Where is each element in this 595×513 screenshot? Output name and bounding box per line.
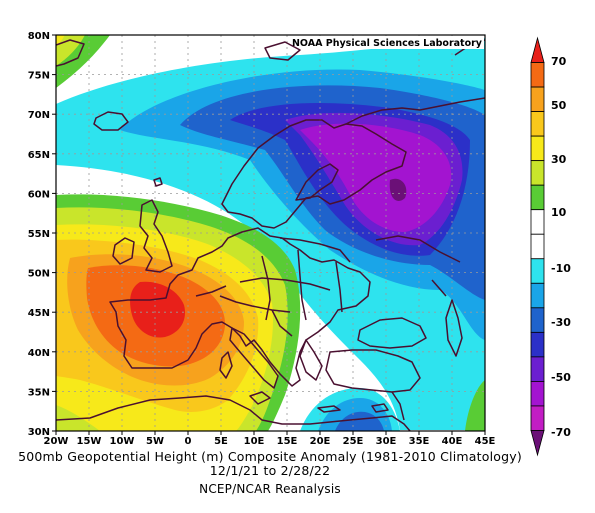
colorbar-swatch bbox=[530, 430, 545, 457]
colorbar-label: 50 bbox=[551, 99, 567, 112]
lon-label: 5W bbox=[146, 436, 164, 447]
lat-label: 30N bbox=[28, 427, 50, 438]
colorbar-swatch bbox=[530, 282, 545, 309]
credit-box bbox=[300, 36, 484, 49]
lon-label: 0 bbox=[185, 436, 192, 447]
lon-label: 35E bbox=[409, 436, 430, 447]
colorbar-label: 70 bbox=[551, 55, 567, 68]
colorbar-swatch bbox=[530, 405, 545, 431]
colorbar-swatch bbox=[530, 86, 545, 112]
colorbar-swatch bbox=[530, 233, 545, 260]
lat-label: 60N bbox=[28, 189, 50, 200]
lon-label: 20W bbox=[44, 436, 69, 447]
credit-label: NOAA Physical Sciences Laboratory bbox=[292, 38, 483, 49]
colorbar-swatch bbox=[530, 331, 545, 358]
colorbar-label: -10 bbox=[551, 262, 571, 275]
lon-label: 45E bbox=[475, 436, 496, 447]
colorbar-labels: 70 50 30 10 -10 -30 -50 -70 bbox=[551, 55, 571, 439]
lon-label: 20E bbox=[310, 436, 331, 447]
caption-source: NCEP/NCAR Reanalysis bbox=[199, 482, 341, 496]
lon-label: 5E bbox=[214, 436, 228, 447]
lon-label: 15E bbox=[277, 436, 298, 447]
colorbar-label: -50 bbox=[551, 371, 571, 384]
colorbar-label: -30 bbox=[551, 316, 571, 329]
colorbar-label: 10 bbox=[551, 206, 567, 219]
caption-dates: 12/1/21 to 2/28/22 bbox=[209, 463, 331, 478]
colorbar-label: 30 bbox=[551, 153, 567, 166]
anomaly-field bbox=[56, 35, 485, 431]
colorbar-swatch bbox=[530, 307, 545, 333]
colorbar bbox=[530, 36, 545, 457]
latitude-labels: 80N 75N 70N 65N 60N 55N 50N 45N 40N 35N … bbox=[28, 31, 50, 438]
colorbar-swatch bbox=[530, 381, 545, 407]
lat-label: 45N bbox=[28, 308, 50, 319]
colorbar-swatch bbox=[530, 356, 545, 382]
colorbar-label: -70 bbox=[551, 426, 571, 439]
caption-title: 500mb Geopotential Height (m) Composite … bbox=[18, 449, 522, 464]
lat-label: 70N bbox=[28, 110, 50, 121]
colorbar-swatch bbox=[530, 258, 545, 284]
coastlines bbox=[56, 39, 485, 431]
lon-label: 10E bbox=[244, 436, 265, 447]
lon-label: 25E bbox=[343, 436, 364, 447]
lat-label: 75N bbox=[28, 71, 50, 82]
longitude-labels: 20W 15W 10W 5W 0 5E 10E 15E 20E 25E 30E … bbox=[44, 436, 496, 447]
lon-label: 40E bbox=[442, 436, 463, 447]
lat-label: 55N bbox=[28, 229, 50, 240]
lat-label: 65N bbox=[28, 150, 50, 161]
colorbar-swatch bbox=[530, 62, 545, 88]
colorbar-swatch bbox=[530, 160, 545, 186]
lat-label: 40N bbox=[28, 348, 50, 359]
lat-label: 50N bbox=[28, 269, 50, 280]
colorbar-swatch bbox=[530, 111, 545, 137]
lon-label: 15W bbox=[77, 436, 102, 447]
lon-label: 10W bbox=[110, 436, 135, 447]
colorbar-swatch bbox=[530, 135, 545, 162]
colorbar-swatch bbox=[530, 209, 545, 235]
lat-lon-grid bbox=[56, 35, 485, 431]
colorbar-swatch bbox=[530, 36, 545, 63]
lat-label: 80N bbox=[28, 31, 50, 42]
lat-label: 35N bbox=[28, 387, 50, 398]
lon-label: 30E bbox=[376, 436, 397, 447]
colorbar-swatch bbox=[530, 184, 545, 211]
